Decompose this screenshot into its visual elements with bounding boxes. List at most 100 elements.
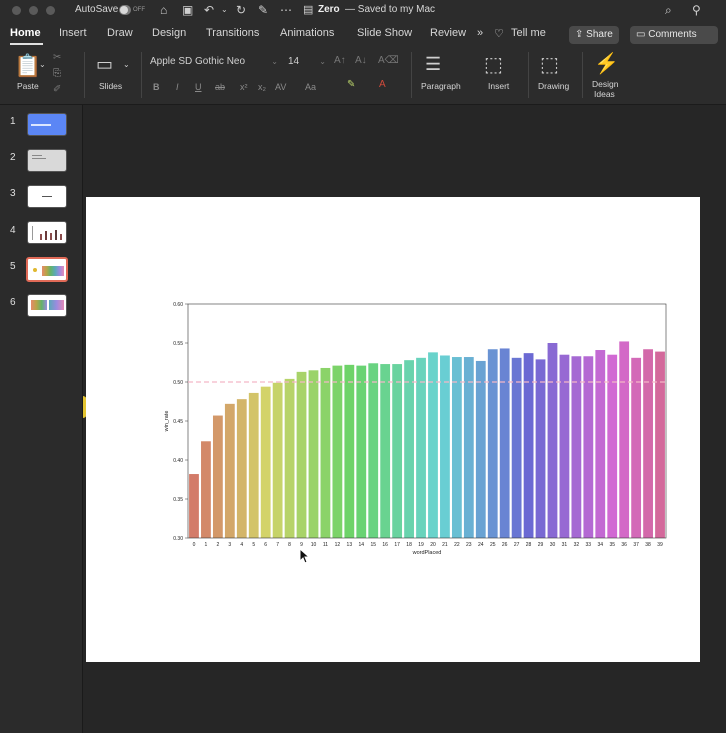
design-ideas-icon[interactable]: ⚡ <box>594 53 619 75</box>
redo-icon[interactable]: ↻ <box>236 3 247 17</box>
comment-icon: ▭ <box>636 29 649 40</box>
search-icon[interactable]: ⌕ <box>665 3 672 17</box>
chart-bar <box>463 357 474 538</box>
tab-animations[interactable]: Animations <box>280 27 335 39</box>
tell-me-field[interactable]: Tell me <box>511 27 546 39</box>
chart-bar <box>428 352 438 538</box>
chart-bar <box>547 343 558 538</box>
size-dropdown-icon: ⌄ <box>319 57 326 66</box>
strikethrough-icon[interactable]: ab <box>215 82 226 92</box>
chart-bar <box>499 348 510 538</box>
font-name-field[interactable]: Apple SD Gothic Neo ⌄ <box>150 54 280 70</box>
lightbulb-icon: ♡ <box>494 28 504 40</box>
share-button[interactable]: ⇪ Share <box>569 26 619 44</box>
home-icon[interactable]: ⌂ <box>160 3 168 17</box>
account-icon[interactable]: ⚲ <box>692 3 701 17</box>
slide-thumbnail-3[interactable] <box>27 185 67 208</box>
cut-icon[interactable]: ✂ <box>53 52 62 63</box>
close-window-button[interactable] <box>12 6 21 15</box>
subscript-icon[interactable]: x₂ <box>258 82 266 92</box>
highlight-icon[interactable]: ✎ <box>347 79 356 90</box>
italic-icon[interactable]: I <box>176 82 179 92</box>
tab-design[interactable]: Design <box>152 27 187 39</box>
undo-icon[interactable]: ↶ <box>204 3 215 17</box>
x-tick-label: 32 <box>574 542 580 548</box>
zoom-window-button[interactable] <box>46 6 55 15</box>
decrease-font-icon[interactable]: A↓ <box>355 55 367 66</box>
chart-bar <box>284 378 295 538</box>
chart-bar <box>643 349 653 538</box>
x-tick-label: 7 <box>276 542 279 548</box>
x-tick-label: 27 <box>514 542 520 548</box>
paste-icon[interactable]: 📋 <box>14 53 42 78</box>
save-as-icon[interactable]: ✎ <box>258 3 269 17</box>
format-painter-icon[interactable]: ✐ <box>53 84 62 95</box>
minimize-window-button[interactable] <box>29 6 38 15</box>
tab-transitions[interactable]: Transitions <box>206 27 260 39</box>
undo-dropdown-icon[interactable]: ⌄ <box>221 5 228 14</box>
chart-bar <box>416 357 426 538</box>
underline-icon[interactable]: U <box>195 82 202 92</box>
tab-insert[interactable]: Insert <box>59 27 87 39</box>
comments-button[interactable]: ▭ Comments <box>630 26 718 44</box>
slide-thumbnail-2[interactable] <box>27 149 67 172</box>
chart-bar <box>344 364 355 538</box>
y-tick-label: 0.45 <box>173 419 183 425</box>
x-tick-label: 16 <box>382 542 388 548</box>
slides-label: Slides <box>99 81 123 91</box>
paste-dropdown-icon[interactable]: ⌄ <box>39 60 46 69</box>
autosave-state: OFF <box>133 7 145 13</box>
chart-bar <box>212 415 223 538</box>
bar-chart[interactable]: 0 1 2 3 4 5 6 7 8 9 10 11 12 13 14 15 16 17 18 19 20 21 22 23 24… <box>86 197 700 662</box>
chart-bar <box>511 357 522 538</box>
chart-bar <box>583 356 594 538</box>
insert-shape-icon[interactable]: ⬚ <box>484 54 503 76</box>
save-icon[interactable]: ▣ <box>182 3 194 17</box>
font-size-field[interactable]: 14 ⌄ <box>288 54 328 70</box>
new-slide-icon[interactable]: ▭ <box>96 54 114 74</box>
bold-icon[interactable]: B <box>153 82 160 92</box>
character-spacing-icon[interactable]: AV <box>275 82 287 92</box>
x-tick-label: 12 <box>335 542 341 548</box>
x-tick-label: 1 <box>205 542 208 548</box>
chart-bar <box>189 474 199 538</box>
tab-home[interactable]: Home <box>10 27 41 39</box>
x-tick-label: 35 <box>609 542 615 548</box>
x-tick-label: 26 <box>502 542 508 548</box>
x-tick-label: 4 <box>240 542 243 548</box>
slide-thumbnail-1[interactable] <box>27 113 67 136</box>
change-case-icon[interactable]: Aa <box>305 82 317 92</box>
chart-bar <box>272 382 283 538</box>
slide-thumbnail-pane[interactable] <box>0 105 83 733</box>
slide-thumbnail-4[interactable] <box>27 221 67 244</box>
chart-bar <box>571 356 582 538</box>
x-tick-label: 22 <box>454 542 460 548</box>
tab-slide-show[interactable]: Slide Show <box>357 27 413 39</box>
ribbon-divider <box>141 52 142 98</box>
more-icon[interactable]: ⋯ <box>280 3 292 17</box>
slide-thumbnail-5[interactable] <box>26 257 68 282</box>
slide-5[interactable]: 0 1 2 3 4 5 6 7 8 9 10 11 12 13 14 15 16 17 18 19 20 21 22 23 24… <box>86 197 700 662</box>
copy-icon[interactable]: ⎘ <box>53 68 61 79</box>
paragraph-icon[interactable]: ☰ <box>425 54 442 74</box>
y-tick-label: 0.55 <box>173 341 183 347</box>
active-tab-indicator <box>10 43 43 45</box>
x-tick-label: 21 <box>442 542 448 548</box>
slide-number: 2 <box>10 152 16 163</box>
slide-thumbnail-6[interactable] <box>27 294 67 317</box>
tab-review[interactable]: Review <box>430 27 467 39</box>
drawing-icon[interactable]: ⬚ <box>540 54 559 76</box>
clear-format-icon[interactable]: A⌫ <box>378 55 399 66</box>
tab-draw[interactable]: Draw <box>107 27 133 39</box>
font-dropdown-icon: ⌄ <box>271 57 278 66</box>
increase-font-icon[interactable]: A↑ <box>334 55 346 66</box>
ribbon-divider <box>528 52 529 98</box>
layout-dropdown-icon[interactable]: ⌄ <box>123 60 130 69</box>
x-tick-label: 25 <box>490 542 496 548</box>
superscript-icon[interactable]: x² <box>240 82 248 92</box>
more-tabs-icon[interactable]: » <box>477 27 484 39</box>
font-color-icon[interactable]: A <box>379 79 386 90</box>
autosave-toggle[interactable] <box>119 5 131 15</box>
ribbon-divider <box>582 52 583 98</box>
x-tick-label: 34 <box>597 542 603 548</box>
